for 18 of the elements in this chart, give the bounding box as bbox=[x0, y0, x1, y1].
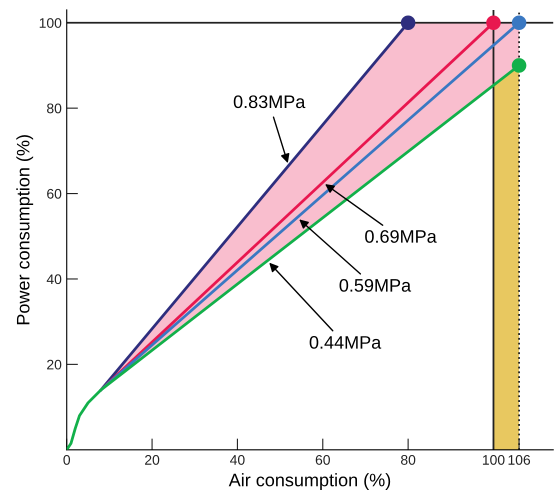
y-tick-label: 80 bbox=[47, 103, 62, 114]
x-axis-title: Air consumption (%) bbox=[228, 473, 390, 490]
x-tick-label: 106 bbox=[508, 455, 530, 465]
x-tick-label: 20 bbox=[145, 455, 160, 465]
x-tick-label: 40 bbox=[230, 455, 245, 465]
x-tick-label: 60 bbox=[316, 455, 330, 465]
y-tick-label: 100 bbox=[40, 18, 62, 28]
annotation: 0.44MPa bbox=[310, 336, 382, 349]
annotation: 0.59MPa bbox=[340, 278, 412, 292]
y-axis-title: Power consumption (%) bbox=[16, 135, 34, 324]
y-tick-label: 20 bbox=[47, 360, 62, 370]
x-tick-label: 80 bbox=[401, 455, 416, 465]
annotation: 0.83MPa bbox=[234, 95, 306, 108]
y-tick-label: 60 bbox=[47, 188, 62, 199]
x-tick-label: 0 bbox=[63, 455, 70, 465]
x-tick-label: 100 bbox=[482, 455, 505, 465]
y-tick-label: 40 bbox=[46, 274, 62, 284]
annotation: 0.69MPa bbox=[365, 230, 437, 243]
